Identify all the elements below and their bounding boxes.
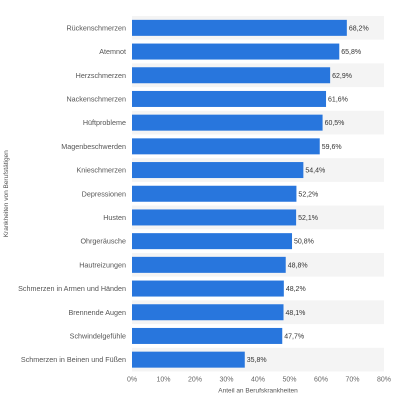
- bar: [132, 351, 245, 368]
- category-label: Husten: [103, 213, 126, 222]
- x-tick-label: 0%: [127, 377, 137, 384]
- category-label: Herzschmerzen: [76, 71, 126, 80]
- category-label: Atemnot: [99, 47, 126, 56]
- category-label: Ohrgeräusche: [80, 237, 126, 246]
- value-label: 50,8%: [294, 239, 314, 246]
- value-label: 47,7%: [284, 333, 304, 340]
- value-label: 52,2%: [298, 191, 318, 198]
- category-label: Magenbeschwerden: [61, 142, 126, 151]
- category-label: Nackenschmerzen: [66, 94, 126, 103]
- bar: [132, 256, 286, 273]
- bar: [132, 19, 347, 36]
- bar: [132, 162, 304, 179]
- value-label: 68,2%: [349, 25, 369, 32]
- category-label: Schmerzen in Armen und Händen: [18, 284, 126, 293]
- x-tick-label: 40%: [251, 377, 265, 384]
- category-labels: Rückenschmerzen Atemnot Herzschmerzen Nacke…: [18, 23, 126, 364]
- value-label: 48,1%: [286, 310, 306, 317]
- value-label: 35,8%: [247, 357, 267, 364]
- category-label: Brennende Augen: [68, 308, 126, 317]
- value-labels: 68,2% 65,8% 62,9% 61,6% 60,5% 59,6% 54,4% 52,2%…: [247, 25, 369, 364]
- value-label: 61,6%: [328, 96, 348, 103]
- bar: [132, 233, 293, 250]
- category-label: Rückenschmerzen: [66, 23, 126, 32]
- bar: [132, 209, 297, 226]
- bar: [132, 304, 284, 321]
- category-label: Knieschmerzen: [76, 166, 126, 175]
- bars: [132, 19, 347, 368]
- category-label: Hüftprobleme: [83, 118, 126, 127]
- y-axis-title: Krankheiten von Berufstätigen: [3, 150, 10, 237]
- category-label: Schmerzen in Beinen und Füßen: [21, 355, 126, 364]
- value-label: 48,8%: [288, 262, 308, 269]
- value-label: 65,8%: [341, 49, 361, 56]
- bar: [132, 185, 297, 202]
- x-tick-label: 70%: [345, 377, 359, 384]
- x-tick-label: 60%: [314, 377, 328, 384]
- x-axis-ticks: 0% 10% 20% 30% 40% 50% 60% 70% 80%: [127, 377, 391, 384]
- value-label: 62,9%: [332, 73, 352, 80]
- value-label: 52,1%: [298, 215, 318, 222]
- category-label: Depressionen: [82, 189, 126, 198]
- x-tick-label: 50%: [282, 377, 296, 384]
- x-tick-label: 20%: [188, 377, 202, 384]
- x-tick-label: 30%: [219, 377, 233, 384]
- x-tick-label: 80%: [377, 377, 391, 384]
- x-axis-title: Anteil an Berufskrankheiten: [218, 388, 298, 395]
- value-label: 60,5%: [325, 120, 345, 127]
- bar: [132, 90, 327, 107]
- bar: [132, 280, 284, 297]
- x-tick-label: 10%: [156, 377, 170, 384]
- category-label: Schwindelgefühle: [70, 331, 126, 340]
- value-label: 54,4%: [305, 168, 325, 175]
- value-label: 48,2%: [286, 286, 306, 293]
- category-label: Hautreizungen: [79, 260, 126, 269]
- value-label: 59,6%: [322, 144, 342, 151]
- bar: [132, 327, 283, 344]
- bar: [132, 67, 331, 84]
- bar: [132, 114, 323, 131]
- bar: [132, 43, 340, 60]
- bar: [132, 138, 320, 155]
